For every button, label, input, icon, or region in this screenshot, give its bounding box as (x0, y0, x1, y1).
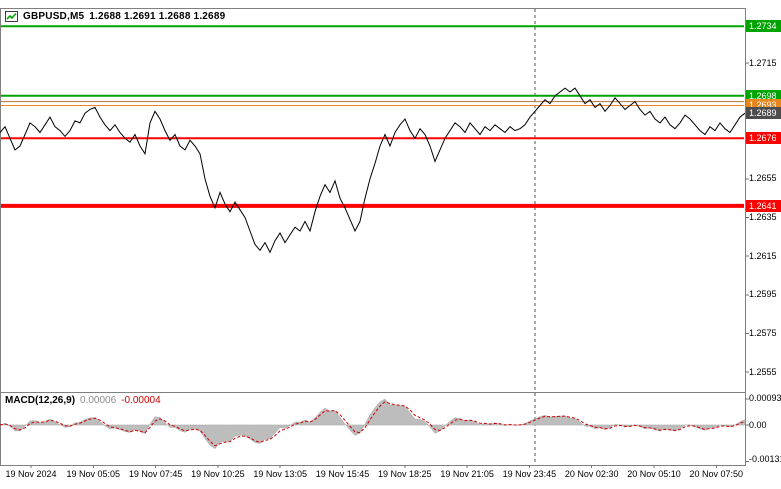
price-tick-label: 1.2635 (749, 212, 777, 222)
price-tick-label: 1.2615 (749, 250, 777, 261)
price-badge-1.2734: 1.2734 (746, 20, 781, 33)
time-axis-label: 20 Nov 05:10 (627, 469, 681, 479)
time-axis-label: 20 Nov 07:50 (689, 469, 744, 479)
time-axis-label: 19 Nov 18:25 (378, 469, 432, 479)
price-badge-1.2641: 1.2641 (746, 199, 781, 212)
time-axis-label: 19 Nov 05:05 (66, 469, 121, 479)
macd-name: MACD(12,26,9) (5, 395, 76, 406)
time-axis-label: 19 Nov 21:05 (440, 469, 494, 479)
price-tick-label: 1.2595 (749, 289, 777, 300)
time-axis-label: 20 Nov 02:30 (564, 469, 619, 479)
macd-tick-label: -0.00131 (749, 453, 781, 464)
ohlc-values: 1.2688 1.2691 1.2688 1.2689 (89, 11, 226, 22)
price-tick-label: 1.2575 (749, 327, 777, 338)
price-badge-1.2689: 1.2689 (746, 107, 781, 120)
price-badge-1.2676: 1.2676 (746, 132, 781, 145)
time-axis-label: 19 Nov 07:45 (128, 469, 183, 479)
time-axis-label: 19 Nov 2024 (5, 469, 57, 479)
price-tick-label: 1.2715 (749, 57, 777, 68)
time-axis-label: 19 Nov 23:45 (502, 469, 557, 479)
time-axis: 19 Nov 2024 19 Nov 05:05 19 Nov 07:45 19 No… (0, 469, 781, 483)
price-line (0, 87, 746, 254)
price-tick-label: 1.2655 (749, 173, 777, 184)
macd-signal-value: -0.00004 (121, 395, 161, 406)
chart-icon (5, 11, 18, 22)
symbol-timeframe: GBPUSD,M5 (23, 11, 85, 22)
macd-tick-label: 0.00 (749, 419, 767, 430)
macd-main-value: 0.00006 (80, 395, 117, 406)
price-badge-1.2698: 1.2698 (746, 89, 781, 102)
macd-indicator-label: MACD(12,26,9) 0.00006 -0.00004 (5, 395, 161, 406)
macd-tick-label: 0.00093 (749, 393, 781, 404)
time-axis-label: 19 Nov 13:05 (253, 469, 307, 479)
chart-title-bar: GBPUSD,M5 1.2688 1.2691 1.2688 1.2689 (5, 11, 225, 22)
macd-signal-line (0, 401, 746, 447)
main-panel[interactable] (0, 8, 746, 393)
time-axis-label: 19 Nov 10:25 (191, 469, 245, 479)
time-axis-label: 19 Nov 15:45 (315, 469, 370, 479)
price-tick-label: 1.2555 (749, 366, 777, 377)
